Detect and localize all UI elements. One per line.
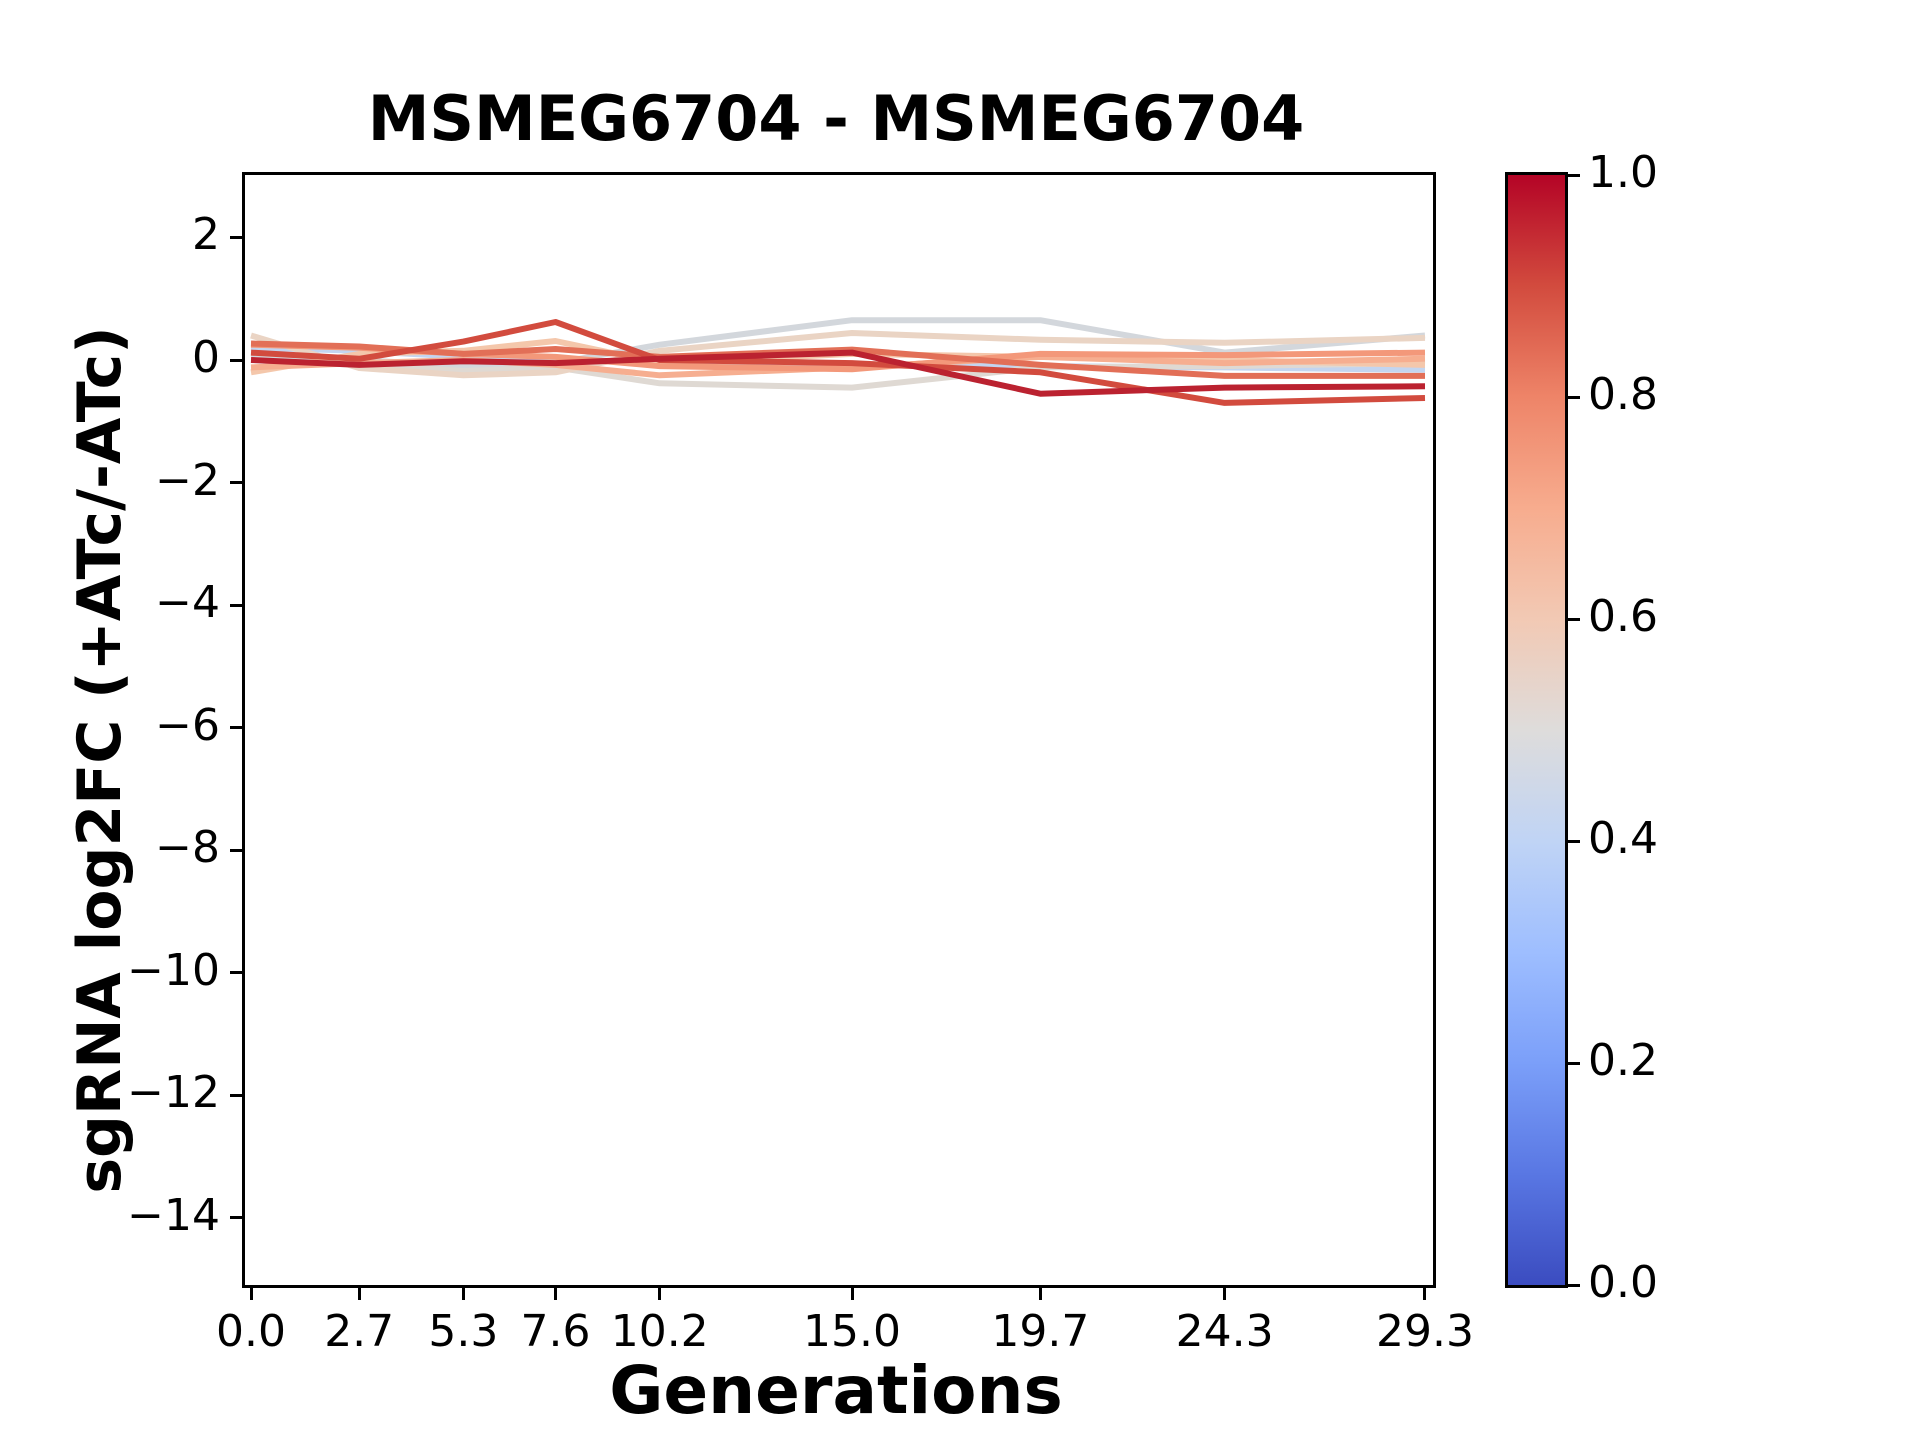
colorbar-tick-label: 0.6 (1588, 591, 1658, 642)
colorbar (1505, 172, 1568, 1288)
plot-area (242, 172, 1436, 1288)
x-tick-label: 10.2 (610, 1306, 709, 1357)
colorbar-tick-label: 0.8 (1588, 369, 1658, 420)
x-tick-label: 2.7 (324, 1306, 395, 1357)
colorbar-tick (1568, 173, 1580, 177)
x-tick (1423, 1288, 1427, 1300)
y-tick-label: −8 (155, 822, 220, 874)
x-tick (461, 1288, 465, 1300)
y-tick-label: 0 (192, 332, 220, 383)
x-tick-label: 29.3 (1376, 1306, 1474, 1357)
y-tick-label: −6 (155, 699, 220, 751)
x-tick (1038, 1288, 1042, 1300)
colorbar-tick-label: 0.2 (1588, 1035, 1658, 1086)
sgrna-line-3 (250, 357, 1426, 391)
y-tick (230, 358, 242, 362)
colorbar-tick (1568, 395, 1580, 399)
y-tick-label: −2 (155, 454, 220, 506)
x-tick-label: 7.6 (520, 1306, 591, 1357)
colorbar-tick-label: 0.4 (1588, 813, 1658, 864)
y-tick (230, 848, 242, 852)
colorbar-tick-label: 0.0 (1588, 1257, 1658, 1308)
sgrna-lines-canvas (250, 317, 1426, 406)
y-tick-label: −14 (127, 1189, 220, 1241)
y-tick-label: −12 (127, 1067, 220, 1119)
colorbar-tick (1568, 839, 1580, 843)
x-tick (850, 1288, 854, 1300)
colorbar-tick (1568, 617, 1580, 621)
colorbar-tick (1568, 1061, 1580, 1065)
x-tick (249, 1288, 253, 1300)
chart-title: MSMEG6704 - MSMEG6704 (367, 82, 1305, 155)
colorbar-tick-label: 1.0 (1588, 147, 1658, 198)
y-tick (230, 1216, 242, 1220)
y-tick (230, 481, 242, 485)
y-tick-label: −10 (127, 944, 220, 996)
x-tick (554, 1288, 558, 1300)
x-tick (357, 1288, 361, 1300)
y-tick (230, 235, 242, 239)
y-tick-label: 2 (192, 209, 220, 261)
colorbar-tick (1568, 1283, 1580, 1287)
x-tick-label: 15.0 (803, 1306, 901, 1357)
x-tick-label: 0.0 (216, 1306, 286, 1357)
sgrna-line-10 (250, 349, 1426, 397)
sgrna-line-4 (250, 330, 1426, 379)
x-tick-label: 24.3 (1175, 1306, 1274, 1357)
x-axis-label: Generations (609, 1352, 1063, 1429)
colorbar-gradient (1508, 175, 1565, 1285)
x-tick-label: 5.3 (428, 1306, 499, 1357)
y-tick (230, 1093, 242, 1097)
x-tick (1223, 1288, 1227, 1300)
y-tick (230, 971, 242, 975)
y-tick (230, 603, 242, 607)
x-tick (658, 1288, 662, 1300)
y-tick (230, 726, 242, 730)
y-tick-label: −4 (155, 577, 220, 629)
x-tick-label: 19.7 (991, 1306, 1090, 1357)
